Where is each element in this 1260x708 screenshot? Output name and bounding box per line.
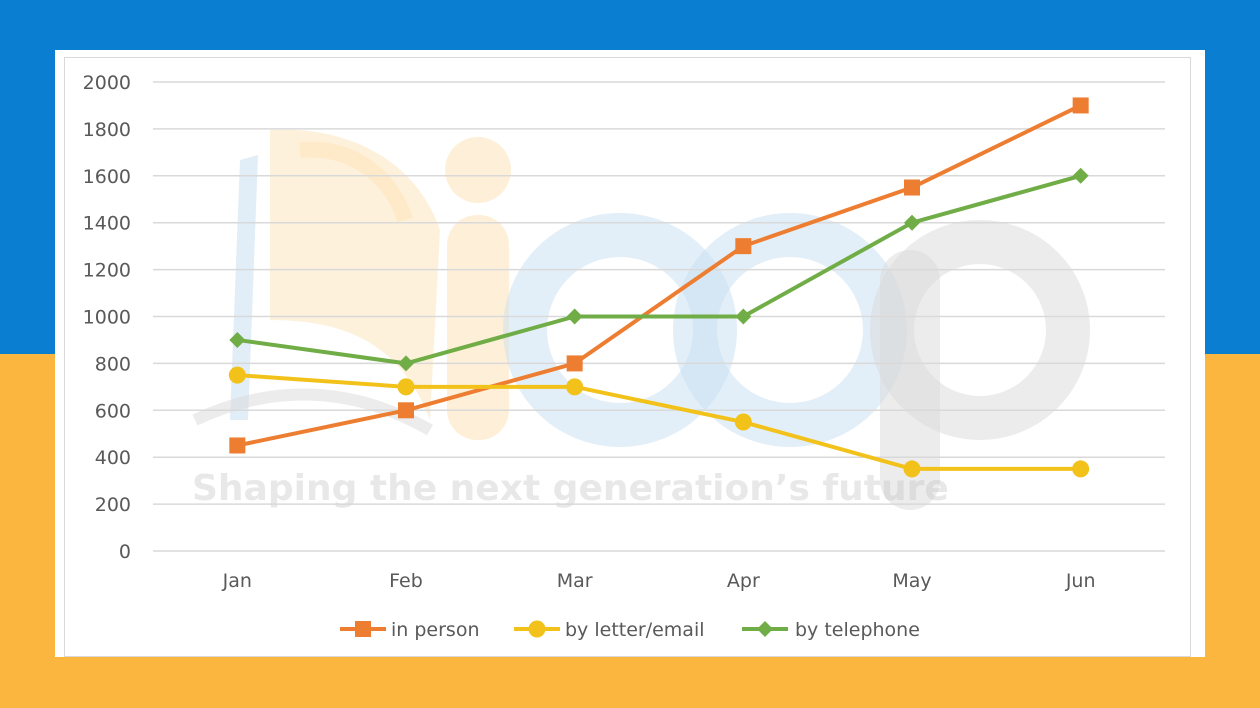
y-tick-label: 1600 xyxy=(83,166,131,188)
data-point-in-person xyxy=(398,402,414,419)
y-tick-label: 400 xyxy=(95,447,131,469)
data-point-by-letter-email xyxy=(734,413,752,431)
legend-label: in person xyxy=(391,619,480,641)
data-point-by-telephone xyxy=(904,214,920,231)
data-point-by-letter-email xyxy=(228,366,246,384)
legend-marker xyxy=(355,621,371,637)
y-tick-label: 200 xyxy=(95,494,131,516)
x-tick-label: Mar xyxy=(557,570,593,592)
series-line-by-telephone xyxy=(237,173,1082,366)
data-point-by-telephone xyxy=(566,308,583,325)
x-tick-label: May xyxy=(892,570,931,592)
legend-marker xyxy=(757,621,773,637)
legend-label: by letter/email xyxy=(565,619,705,641)
data-point-in-person xyxy=(904,179,920,196)
series-line-by-letter-email xyxy=(237,373,1081,471)
x-tick-label: Apr xyxy=(727,570,760,592)
watermark-tagline: Shaping the next generation’s future xyxy=(192,468,949,509)
chart-frame xyxy=(64,57,1191,657)
x-tick-label: Jan xyxy=(222,570,252,592)
data-point-by-letter-email xyxy=(1072,460,1090,478)
data-point-by-telephone xyxy=(1072,167,1089,184)
y-tick-label: 800 xyxy=(95,353,131,375)
data-point-in-person xyxy=(1072,97,1089,114)
data-point-by-letter-email xyxy=(903,460,921,478)
data-point-by-letter-email xyxy=(566,378,584,396)
legend-marker xyxy=(528,620,546,638)
data-point-by-telephone xyxy=(735,308,752,325)
legend-label: by telephone xyxy=(795,619,920,641)
data-point-by-telephone xyxy=(229,331,246,348)
data-point-by-telephone xyxy=(398,355,414,372)
y-tick-label: 0 xyxy=(119,541,131,563)
y-tick-label: 1200 xyxy=(83,260,131,282)
chart-card xyxy=(55,50,1205,657)
series-line-in-person xyxy=(236,103,1082,448)
y-tick-label: 2000 xyxy=(83,72,131,94)
y-tick-label: 1000 xyxy=(83,307,131,329)
watermark-logo: Shaping the next generation’s future xyxy=(192,129,1090,510)
data-point-by-letter-email xyxy=(397,378,415,396)
x-tick-label: Feb xyxy=(389,570,423,592)
data-point-in-person xyxy=(566,355,583,372)
data-point-in-person xyxy=(735,238,752,255)
y-tick-label: 1400 xyxy=(83,213,131,235)
y-tick-label: 1800 xyxy=(83,119,131,141)
y-tick-label: 600 xyxy=(95,400,131,422)
data-point-in-person xyxy=(229,437,246,454)
x-tick-label: Jun xyxy=(1065,570,1096,592)
